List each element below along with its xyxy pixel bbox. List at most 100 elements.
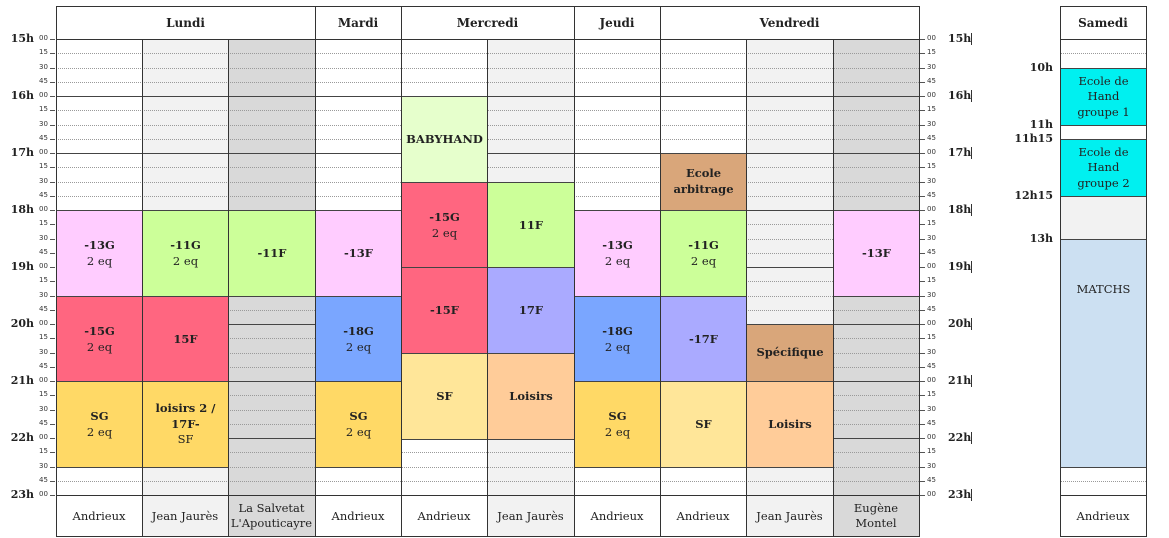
venue-divider <box>833 39 834 537</box>
minute-label: 00 <box>927 262 936 270</box>
minute-label: 00 <box>927 433 936 441</box>
axis-tick <box>50 167 55 168</box>
schedule-block[interactable]: Loisirs <box>746 381 834 468</box>
schedule-block[interactable]: SG 2 eq <box>574 381 661 468</box>
schedule-block[interactable]: -18G 2 eq <box>315 296 402 383</box>
minute-label: 15 <box>927 48 936 56</box>
block-title: -18G <box>343 323 374 338</box>
saturday-time-label: 11h15 <box>1014 132 1053 145</box>
axis-marker <box>971 147 972 159</box>
schedule-block[interactable]: -17F <box>660 296 747 383</box>
axis-tick <box>920 381 925 382</box>
schedule-block[interactable]: -11F <box>228 210 316 297</box>
schedule-block[interactable]: -13G 2 eq <box>574 210 661 297</box>
saturday-time-label: 11h <box>1029 118 1053 131</box>
schedule-block[interactable]: SG 2 eq <box>56 381 143 468</box>
minute-label: 45 <box>39 305 48 313</box>
axis-tick <box>50 267 55 268</box>
schedule-block[interactable]: Spécifique <box>746 324 834 382</box>
venue-label: Andrieux <box>331 508 385 523</box>
saturday-block[interactable]: MATCHS <box>1060 239 1147 468</box>
day-divider <box>56 6 57 537</box>
axis-tick <box>920 310 925 311</box>
schedule-block[interactable]: -13F <box>833 210 920 297</box>
schedule-block[interactable]: SF <box>401 353 488 440</box>
venue-label: Andrieux <box>590 508 644 523</box>
minute-label: 00 <box>927 148 936 156</box>
day-header-jeudi: Jeudi <box>599 15 635 30</box>
schedule-block[interactable]: loisirs 2 / 17F- SF <box>142 381 229 468</box>
axis-tick <box>920 125 925 126</box>
quarter-gridline <box>1060 481 1146 482</box>
venue-label: Andrieux <box>72 508 126 523</box>
schedule-block[interactable]: -11G 2 eq <box>660 210 747 297</box>
axis-tick <box>50 96 55 97</box>
minute-label: 15 <box>927 333 936 341</box>
minute-label: 30 <box>927 177 936 185</box>
minute-label: 30 <box>39 120 48 128</box>
minute-label: 45 <box>39 134 48 142</box>
block-subtitle: 2 eq <box>604 339 631 354</box>
schedule-block[interactable]: Ecole arbitrage <box>660 153 747 211</box>
axis-tick <box>920 196 925 197</box>
axis-tick <box>50 253 55 254</box>
minute-label: 15 <box>39 105 48 113</box>
schedule-block[interactable]: SG 2 eq <box>315 381 402 468</box>
minute-label: 00 <box>39 490 48 498</box>
axis-tick <box>50 467 55 468</box>
axis-tick <box>50 125 55 126</box>
block-title: Loisirs <box>509 388 553 403</box>
minute-label: 15 <box>39 276 48 284</box>
axis-tick <box>920 338 925 339</box>
saturday-block[interactable]: Ecole de Hand groupe 2 <box>1060 139 1147 197</box>
axis-tick <box>50 53 55 54</box>
minute-label: 45 <box>39 77 48 85</box>
schedule-block[interactable]: -15F <box>401 267 488 354</box>
day-header-lundi: Lundi <box>166 15 205 30</box>
axis-marker <box>971 489 972 501</box>
schedule-block[interactable]: SF <box>660 381 747 468</box>
venue-divider <box>142 39 143 537</box>
schedule-block[interactable]: BABYHAND <box>401 96 488 183</box>
day-divider <box>315 6 316 537</box>
hour-label: 22h <box>10 431 34 444</box>
saturday-block[interactable]: Ecole de Hand groupe 1 <box>1060 68 1147 126</box>
axis-tick <box>50 153 55 154</box>
schedule-block[interactable]: 17F <box>487 267 575 354</box>
hour-label: 18h <box>10 203 34 216</box>
schedule-block[interactable]: -13F <box>315 210 402 297</box>
schedule-block[interactable]: 15F <box>142 296 229 383</box>
hour-label: 17h <box>10 146 34 159</box>
axis-tick <box>50 324 55 325</box>
block-title: 17F <box>518 302 544 317</box>
block-title: -11G <box>688 237 719 252</box>
venue-label: Eugène Montel <box>853 501 899 530</box>
schedule-block[interactable]: -18G 2 eq <box>574 296 661 383</box>
minute-label: 15 <box>927 447 936 455</box>
minute-label: 15 <box>927 390 936 398</box>
axis-tick <box>920 424 925 425</box>
hour-label: 16h <box>10 89 34 102</box>
schedule-block[interactable]: -15G 2 eq <box>56 296 143 383</box>
schedule-block[interactable]: -15G 2 eq <box>401 182 488 269</box>
minute-label: 15 <box>39 48 48 56</box>
hour-label: 22h <box>948 431 972 444</box>
axis-tick <box>920 253 925 254</box>
hour-label: 19h <box>948 260 972 273</box>
minute-label: 30 <box>39 63 48 71</box>
axis-tick <box>920 395 925 396</box>
block-subtitle: 2 eq <box>690 253 717 268</box>
saturday-gap <box>1060 196 1146 239</box>
hour-label: 16h <box>948 89 972 102</box>
minute-label: 45 <box>927 476 936 484</box>
axis-tick <box>920 353 925 354</box>
day-header-samedi: Samedi <box>1078 15 1128 30</box>
schedule-block[interactable]: -13G 2 eq <box>56 210 143 297</box>
schedule-block[interactable]: -11G 2 eq <box>142 210 229 297</box>
day-header-vendredi: Vendredi <box>759 15 820 30</box>
axis-tick <box>920 139 925 140</box>
minute-label: 15 <box>39 219 48 227</box>
hour-label: 23h <box>10 488 34 501</box>
schedule-block[interactable]: Loisirs <box>487 353 575 440</box>
schedule-block[interactable]: 11F <box>487 182 575 269</box>
